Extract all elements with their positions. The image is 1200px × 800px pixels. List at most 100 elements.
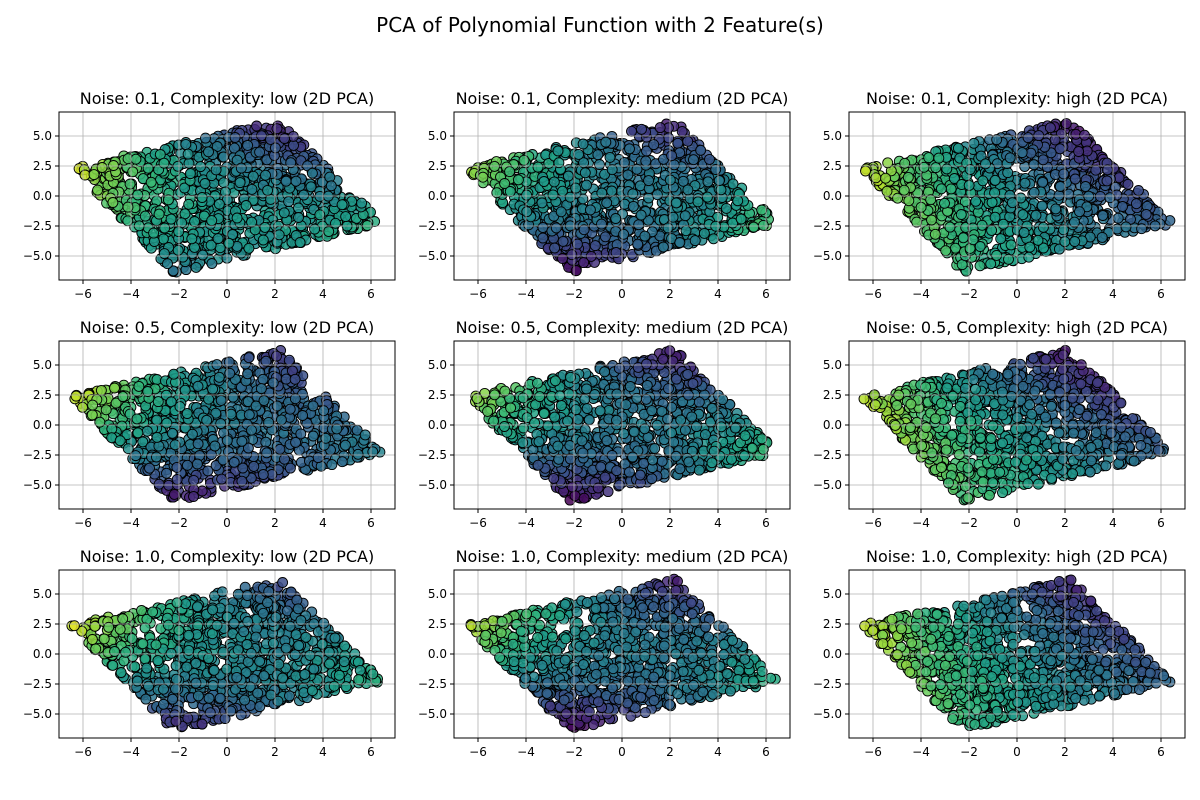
data-point	[171, 461, 183, 473]
data-point	[95, 384, 107, 396]
data-point	[757, 219, 769, 231]
data-point	[305, 181, 317, 193]
data-point	[157, 233, 169, 245]
data-point	[186, 428, 198, 440]
x-tick-label: −6	[469, 287, 487, 301]
data-point	[626, 125, 637, 137]
subplot-title: Noise: 0.1, Complexity: medium (2D PCA)	[456, 89, 789, 108]
data-point	[640, 155, 652, 167]
data-point	[283, 196, 295, 208]
data-point	[290, 436, 302, 448]
data-point	[548, 176, 560, 188]
data-point	[989, 187, 1001, 199]
data-point	[974, 241, 986, 252]
data-point	[182, 148, 194, 160]
data-point	[537, 222, 549, 233]
data-point	[1112, 212, 1124, 224]
grid	[59, 112, 395, 280]
data-point	[735, 213, 747, 225]
data-point	[172, 244, 184, 256]
data-point	[701, 191, 713, 203]
x-tick-label: −4	[122, 287, 140, 301]
data-point	[935, 183, 947, 195]
data-point	[1120, 221, 1132, 233]
data-point	[132, 427, 144, 439]
data-point	[606, 164, 618, 176]
data-point	[1081, 201, 1093, 213]
data-point	[944, 221, 956, 233]
data-point	[213, 198, 225, 210]
data-point	[918, 161, 930, 173]
data-point	[195, 161, 206, 173]
data-point	[87, 399, 99, 411]
data-point	[257, 234, 269, 246]
x-tick-label: 2	[271, 516, 279, 530]
data-point	[925, 194, 937, 206]
data-point	[974, 260, 986, 272]
data-point	[1074, 206, 1085, 218]
data-point	[339, 439, 351, 451]
data-point	[259, 221, 271, 233]
x-tick-label: 4	[319, 287, 327, 301]
data-point	[911, 216, 923, 228]
data-point	[1079, 129, 1090, 141]
data-point	[114, 435, 126, 447]
data-point	[207, 383, 219, 395]
data-point	[610, 213, 622, 224]
data-point	[255, 383, 267, 395]
data-point	[166, 427, 178, 439]
y-tick-label: 0.0	[428, 189, 447, 203]
data-point	[159, 222, 171, 234]
data-point	[670, 197, 682, 209]
data-point	[179, 384, 191, 396]
data-point	[109, 382, 120, 394]
data-point	[939, 197, 950, 209]
data-point	[720, 202, 732, 214]
data-point	[627, 188, 639, 200]
data-point	[991, 249, 1003, 261]
data-point	[179, 182, 190, 194]
y-tick-label: 5.0	[823, 129, 842, 143]
data-point	[666, 150, 678, 162]
x-tick-label: 0	[1013, 287, 1021, 301]
data-point	[713, 175, 725, 187]
data-point	[289, 373, 301, 385]
data-point	[88, 169, 100, 181]
data-point	[144, 462, 155, 474]
grid	[849, 112, 1185, 280]
data-point	[986, 224, 998, 236]
data-point	[326, 459, 338, 471]
y-tick-label: 5.0	[428, 129, 447, 143]
y-tick-label: −5.0	[418, 249, 447, 263]
data-point	[145, 176, 157, 188]
data-point	[250, 400, 262, 412]
subplot-title: Noise: 0.5, Complexity: medium (2D PCA)	[456, 318, 789, 337]
y-tick-label: −2.5	[23, 448, 52, 462]
data-point	[692, 196, 704, 208]
data-point	[989, 174, 1001, 186]
x-tick-label: 0	[223, 287, 231, 301]
data-point	[158, 157, 170, 169]
data-point	[732, 195, 744, 207]
data-point	[151, 414, 163, 426]
data-point	[980, 158, 991, 170]
data-point	[94, 416, 106, 428]
data-point	[1130, 198, 1142, 210]
data-point	[247, 170, 259, 182]
data-point	[336, 456, 348, 468]
data-point	[695, 144, 707, 156]
data-point	[748, 221, 760, 233]
data-point	[1003, 253, 1014, 265]
data-point	[263, 416, 275, 428]
y-tick-label: 2.5	[33, 159, 52, 173]
data-point	[933, 152, 945, 164]
data-point	[70, 390, 82, 402]
data-point	[512, 174, 524, 186]
data-point	[552, 145, 564, 157]
data-point	[610, 247, 622, 258]
data-point	[985, 258, 997, 270]
x-tick-label: 2	[666, 287, 674, 301]
data-point	[1080, 181, 1091, 192]
data-point	[682, 184, 694, 196]
data-point	[132, 189, 144, 201]
